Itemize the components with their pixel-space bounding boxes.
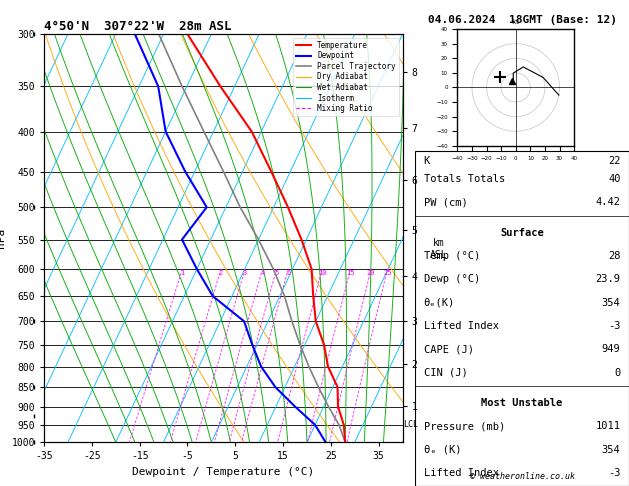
Text: 23.9: 23.9 (596, 274, 620, 284)
Text: 15: 15 (346, 270, 355, 276)
Text: -3: -3 (608, 468, 620, 478)
Text: CIN (J): CIN (J) (424, 367, 467, 378)
Text: Lifted Index: Lifted Index (424, 321, 499, 331)
Text: 22: 22 (608, 156, 620, 166)
Text: 04.06.2024  18GMT (Base: 12): 04.06.2024 18GMT (Base: 12) (428, 15, 616, 25)
Text: Dewp (°C): Dewp (°C) (424, 274, 480, 284)
Text: 25: 25 (383, 270, 392, 276)
Text: 0: 0 (614, 367, 620, 378)
Text: 4: 4 (260, 270, 265, 276)
Text: 40: 40 (608, 174, 620, 184)
Text: Lifted Index: Lifted Index (424, 468, 499, 478)
Text: PW (cm): PW (cm) (424, 197, 467, 208)
Text: 28: 28 (608, 251, 620, 261)
Text: 1011: 1011 (596, 421, 620, 431)
Text: 1: 1 (180, 270, 184, 276)
Text: 3: 3 (243, 270, 247, 276)
Text: 20: 20 (367, 270, 376, 276)
Legend: Temperature, Dewpoint, Parcel Trajectory, Dry Adiabat, Wet Adiabat, Isotherm, Mi: Temperature, Dewpoint, Parcel Trajectory… (292, 38, 399, 116)
Y-axis label: hPa: hPa (0, 228, 6, 248)
Text: LCL: LCL (404, 420, 418, 429)
Text: 4.42: 4.42 (596, 197, 620, 208)
Text: θₑ(K): θₑ(K) (424, 297, 455, 308)
Text: © weatheronline.co.uk: © weatheronline.co.uk (470, 472, 574, 481)
Text: 4°50'N  307°22'W  28m ASL: 4°50'N 307°22'W 28m ASL (44, 20, 231, 33)
Text: Totals Totals: Totals Totals (424, 174, 505, 184)
Text: Pressure (mb): Pressure (mb) (424, 421, 505, 431)
Text: -3: -3 (608, 321, 620, 331)
Text: CAPE (J): CAPE (J) (424, 344, 474, 354)
Text: Surface: Surface (500, 227, 544, 238)
Text: 2: 2 (219, 270, 223, 276)
X-axis label: Dewpoint / Temperature (°C): Dewpoint / Temperature (°C) (132, 467, 314, 477)
Text: 354: 354 (602, 445, 620, 454)
Text: Temp (°C): Temp (°C) (424, 251, 480, 261)
Text: K: K (424, 156, 430, 166)
Text: 10: 10 (318, 270, 326, 276)
Y-axis label: km
ASL: km ASL (430, 238, 447, 260)
Text: Most Unstable: Most Unstable (481, 398, 563, 408)
X-axis label: kt: kt (511, 18, 520, 25)
Text: 6: 6 (286, 270, 291, 276)
Text: θₑ (K): θₑ (K) (424, 445, 461, 454)
Text: 354: 354 (602, 297, 620, 308)
Text: 949: 949 (602, 344, 620, 354)
Text: 5: 5 (274, 270, 279, 276)
